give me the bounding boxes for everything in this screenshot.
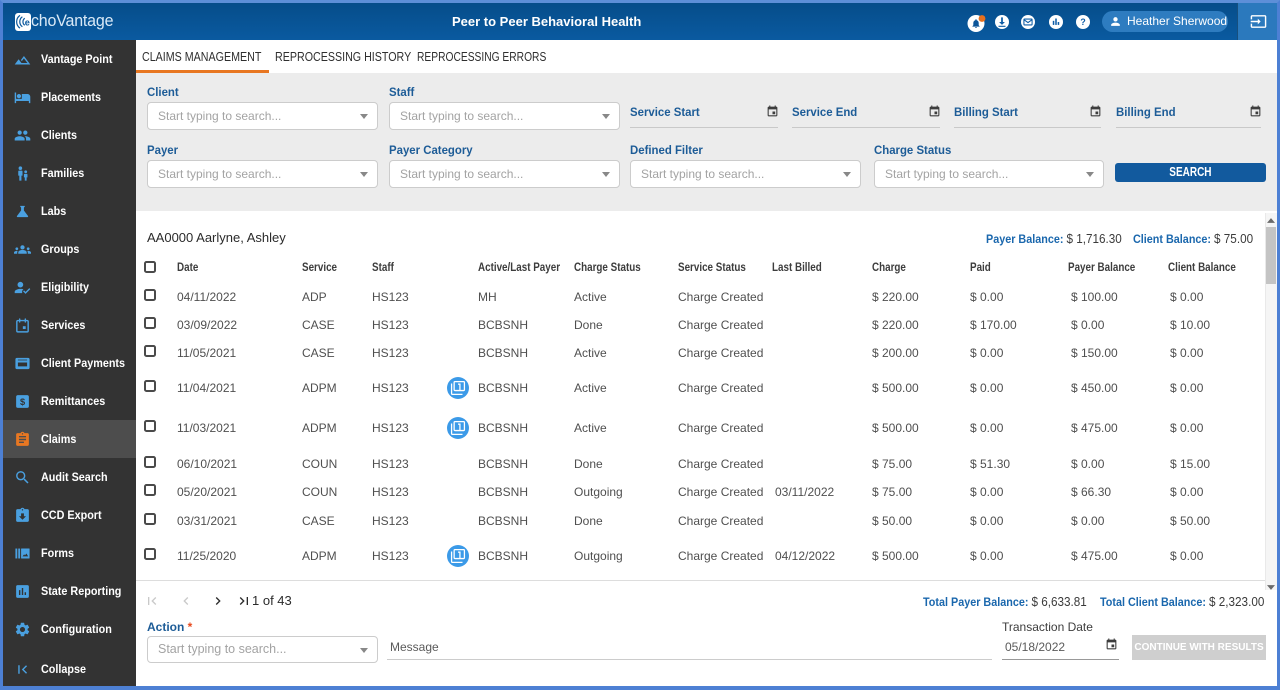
svg-text:e: e <box>25 18 30 28</box>
svg-text:?: ? <box>1080 17 1085 27</box>
svg-text:$: $ <box>20 397 25 407</box>
